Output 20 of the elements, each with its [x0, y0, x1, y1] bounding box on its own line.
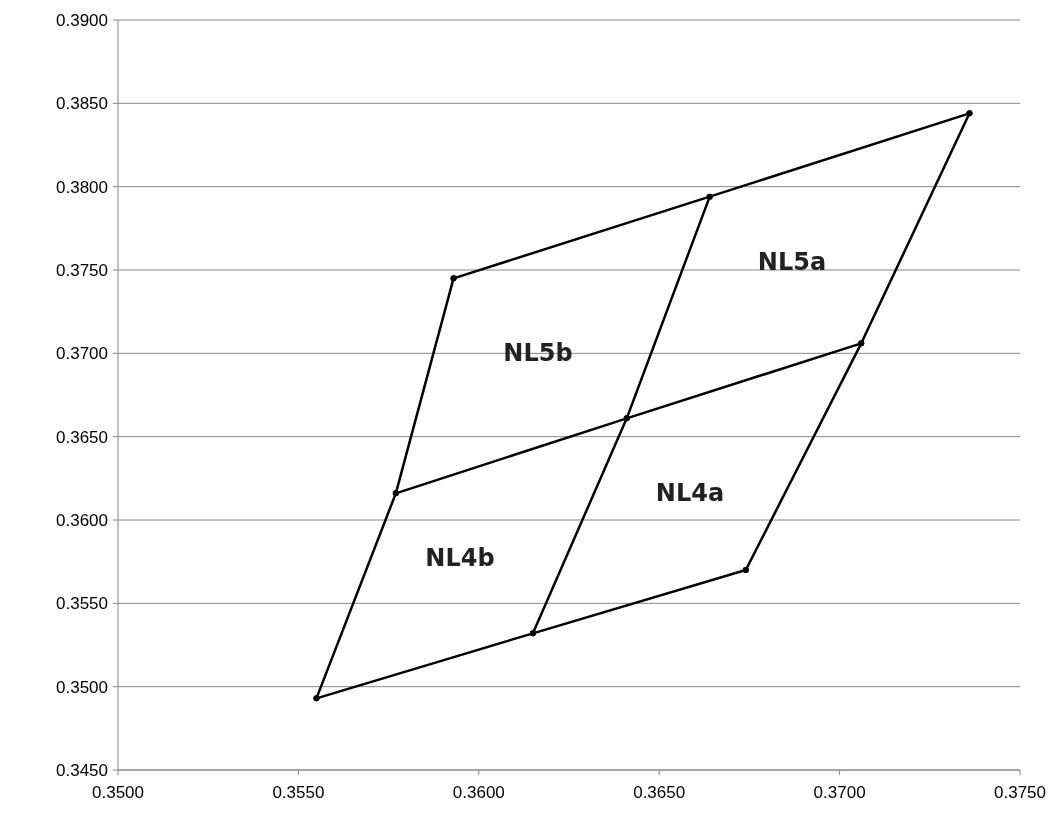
y-tick-label: 0.3600	[56, 510, 108, 530]
annotation: NL5a	[757, 248, 827, 277]
y-tick-label: 0.3900	[56, 10, 108, 30]
x-tick-label: 0.3700	[813, 783, 866, 802]
y-tick-label: 0.3650	[56, 427, 108, 447]
annotation: NL4b	[425, 544, 495, 573]
annotation: NL4a	[655, 479, 725, 508]
y-tick-label: 0.3700	[56, 344, 108, 364]
x-tick-label: 0.3650	[633, 783, 686, 802]
y-tick-label: 0.3850	[56, 94, 108, 114]
x-tick-label: 0.3600	[452, 783, 505, 802]
y-tick-label: 0.3550	[56, 594, 108, 614]
y-tick-label: 0.3750	[56, 260, 108, 280]
x-tick-label: 0.3550	[272, 783, 325, 802]
x-tick-label: 0.3750	[994, 783, 1046, 802]
annotation: NL5b	[503, 339, 573, 368]
y-tick-label: 0.3500	[56, 677, 108, 697]
x-tick-label: 0.3500	[92, 783, 144, 802]
y-tick-label: 0.3800	[56, 177, 108, 197]
y-tick-label: 0.3450	[56, 760, 108, 780]
